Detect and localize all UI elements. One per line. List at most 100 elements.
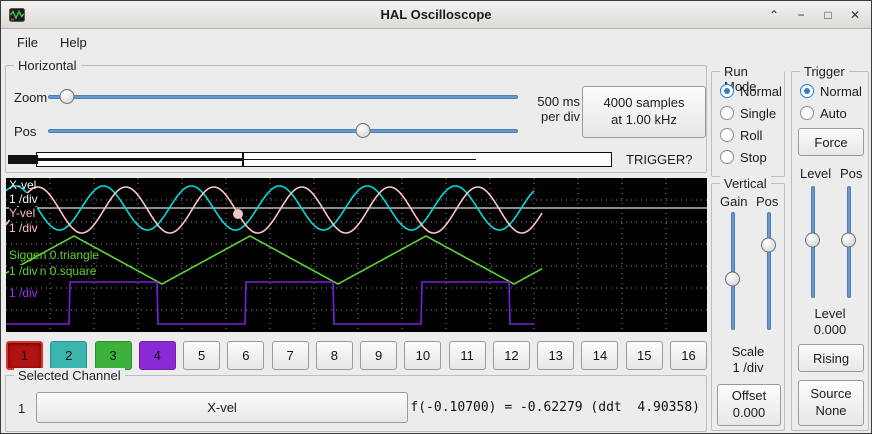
trigger-level-label: Level [800, 166, 832, 181]
timeline-data-extent [244, 159, 476, 160]
run-mode-group: Run Mode Normal Single Roll Stop [711, 64, 785, 177]
menubar: File Help [1, 30, 871, 55]
trigger-point-marker[interactable] [233, 209, 243, 219]
hpos-slider-groove[interactable] [48, 129, 518, 133]
channel-button-7[interactable]: 7 [271, 341, 309, 370]
scope-channel-label: X-vel [9, 178, 37, 192]
vpos-slider-handle[interactable] [761, 237, 776, 253]
wave-square [6, 281, 534, 325]
timeline-overview[interactable] [8, 152, 614, 167]
radio-label: Single [740, 105, 777, 121]
radio-label: Stop [740, 149, 767, 165]
trigger-level-slider-handle[interactable] [805, 232, 820, 248]
channel-button-16[interactable]: 16 [669, 341, 707, 370]
channel-button-5[interactable]: 5 [183, 341, 221, 370]
radio-roll[interactable]: Roll [714, 124, 782, 146]
radio-circle-icon [720, 150, 734, 164]
channel-button-12[interactable]: 12 [492, 341, 530, 370]
source-button[interactable]: Source None [798, 380, 864, 426]
gain-slider-groove[interactable] [731, 212, 735, 330]
close-window-icon[interactable]: ✕ [849, 7, 861, 22]
offset-button[interactable]: Offset 0.000 [717, 384, 781, 426]
selected-channel-number: 1 [18, 401, 26, 416]
vertical-group-title: Vertical [720, 176, 771, 191]
scope-channel-label: 1 /div [9, 286, 38, 300]
timeline-trigger-tick[interactable] [242, 152, 244, 167]
offset-button-label: Offset [731, 388, 767, 404]
titlebar: HAL Oscilloscope ⌃ − □ ✕ [1, 1, 871, 29]
radio-label: Normal [740, 83, 782, 99]
minimize-window-icon[interactable]: − [797, 7, 805, 22]
radio-stop[interactable]: Stop [714, 146, 782, 168]
gain-slider-handle[interactable] [725, 271, 740, 287]
zoom-slider[interactable] [48, 88, 518, 106]
scale-label: Scale [731, 344, 765, 359]
per-div-value: 500 ms [537, 94, 580, 109]
channel-button-10[interactable]: 10 [404, 341, 442, 370]
samples-button-line1: 4000 samples [603, 95, 685, 111]
trigger-level-slider[interactable] [804, 186, 822, 298]
shade-window-icon[interactable]: ⌃ [768, 7, 780, 22]
radio-normal[interactable]: Normal [794, 80, 866, 102]
channel-button-1[interactable]: 1 [6, 341, 43, 370]
channel-button-14[interactable]: 14 [581, 341, 619, 370]
vpos-label: Pos [756, 194, 779, 209]
trigger-status-label: TRIGGER? [626, 152, 693, 167]
radio-normal[interactable]: Normal [714, 80, 782, 102]
radio-circle-icon [720, 84, 734, 98]
window-controls: ⌃ − □ ✕ [766, 1, 863, 28]
wave-x-vel [6, 185, 535, 231]
radio-circle-icon [800, 84, 814, 98]
timeline-view-extent [8, 158, 242, 161]
trigger-pos-slider[interactable] [840, 186, 858, 298]
scope-channel-label: Y-vel [9, 206, 38, 220]
scope-channel-label: Siggen 0.triangle [9, 248, 100, 262]
gain-slider[interactable] [724, 212, 742, 330]
channel-button-4[interactable]: 4 [138, 341, 176, 370]
channel-value-readout: f(-0.10700) = -0.62279 (ddt 4.90358) [410, 400, 700, 415]
horizontal-group-title: Horizontal [14, 58, 81, 73]
vpos-slider-groove[interactable] [767, 212, 771, 330]
trigger-level-readout-label: Level [814, 306, 846, 321]
hpos-slider-handle[interactable] [355, 123, 371, 138]
gain-label: Gain [720, 194, 748, 209]
maximize-window-icon[interactable]: □ [824, 7, 832, 22]
scope-display: X-vel 1 /div Y-vel 1 /div Siggen 0.triangle S… [6, 178, 707, 332]
scope-channel-label: 1 /div [9, 264, 40, 278]
samples-button[interactable]: 4000 samples at 1.00 kHz [582, 86, 706, 138]
hpos-label: Pos [14, 124, 37, 139]
channel-button-13[interactable]: 13 [537, 341, 575, 370]
radio-single[interactable]: Single [714, 102, 782, 124]
channel-button-11[interactable]: 11 [448, 341, 486, 370]
source-button-label: Source [810, 386, 852, 402]
radio-circle-icon [800, 106, 814, 120]
selected-channel-group: Selected Channel 1 X-vel f(-0.10700) = -… [5, 368, 707, 432]
zoom-label: Zoom [14, 90, 48, 105]
channel-button-2[interactable]: 2 [50, 341, 88, 370]
menu-file[interactable]: File [17, 35, 38, 50]
run-mode-radios: Normal Single Roll Stop [714, 80, 782, 168]
samples-button-line2: at 1.00 kHz [611, 112, 677, 127]
slope-button[interactable]: Rising [798, 344, 864, 372]
zoom-slider-handle[interactable] [59, 89, 75, 104]
hpos-slider[interactable] [48, 122, 518, 140]
trigger-radios: Normal Auto [794, 80, 866, 124]
channel-button-15[interactable]: 15 [625, 341, 663, 370]
channel-button-3[interactable]: 3 [94, 341, 132, 370]
scope-canvas [6, 178, 707, 332]
channel-name-button[interactable]: X-vel [36, 392, 408, 423]
force-button[interactable]: Force [798, 128, 864, 156]
channel-button-8[interactable]: 8 [315, 341, 353, 370]
radio-label: Normal [820, 83, 862, 99]
per-div-unit: per div [540, 109, 580, 124]
vpos-slider[interactable] [760, 212, 778, 330]
channel-button-9[interactable]: 9 [360, 341, 398, 370]
zoom-slider-groove[interactable] [48, 95, 518, 99]
scale-value: 1 /div [732, 360, 764, 375]
channel-button-6[interactable]: 6 [227, 341, 265, 370]
menu-help[interactable]: Help [59, 35, 87, 50]
trigger-pos-slider-handle[interactable] [841, 232, 856, 248]
radio-circle-icon [720, 106, 734, 120]
radio-auto[interactable]: Auto [794, 102, 866, 124]
trigger-group: Trigger Normal Auto Force Level Pos Level… [791, 64, 869, 431]
